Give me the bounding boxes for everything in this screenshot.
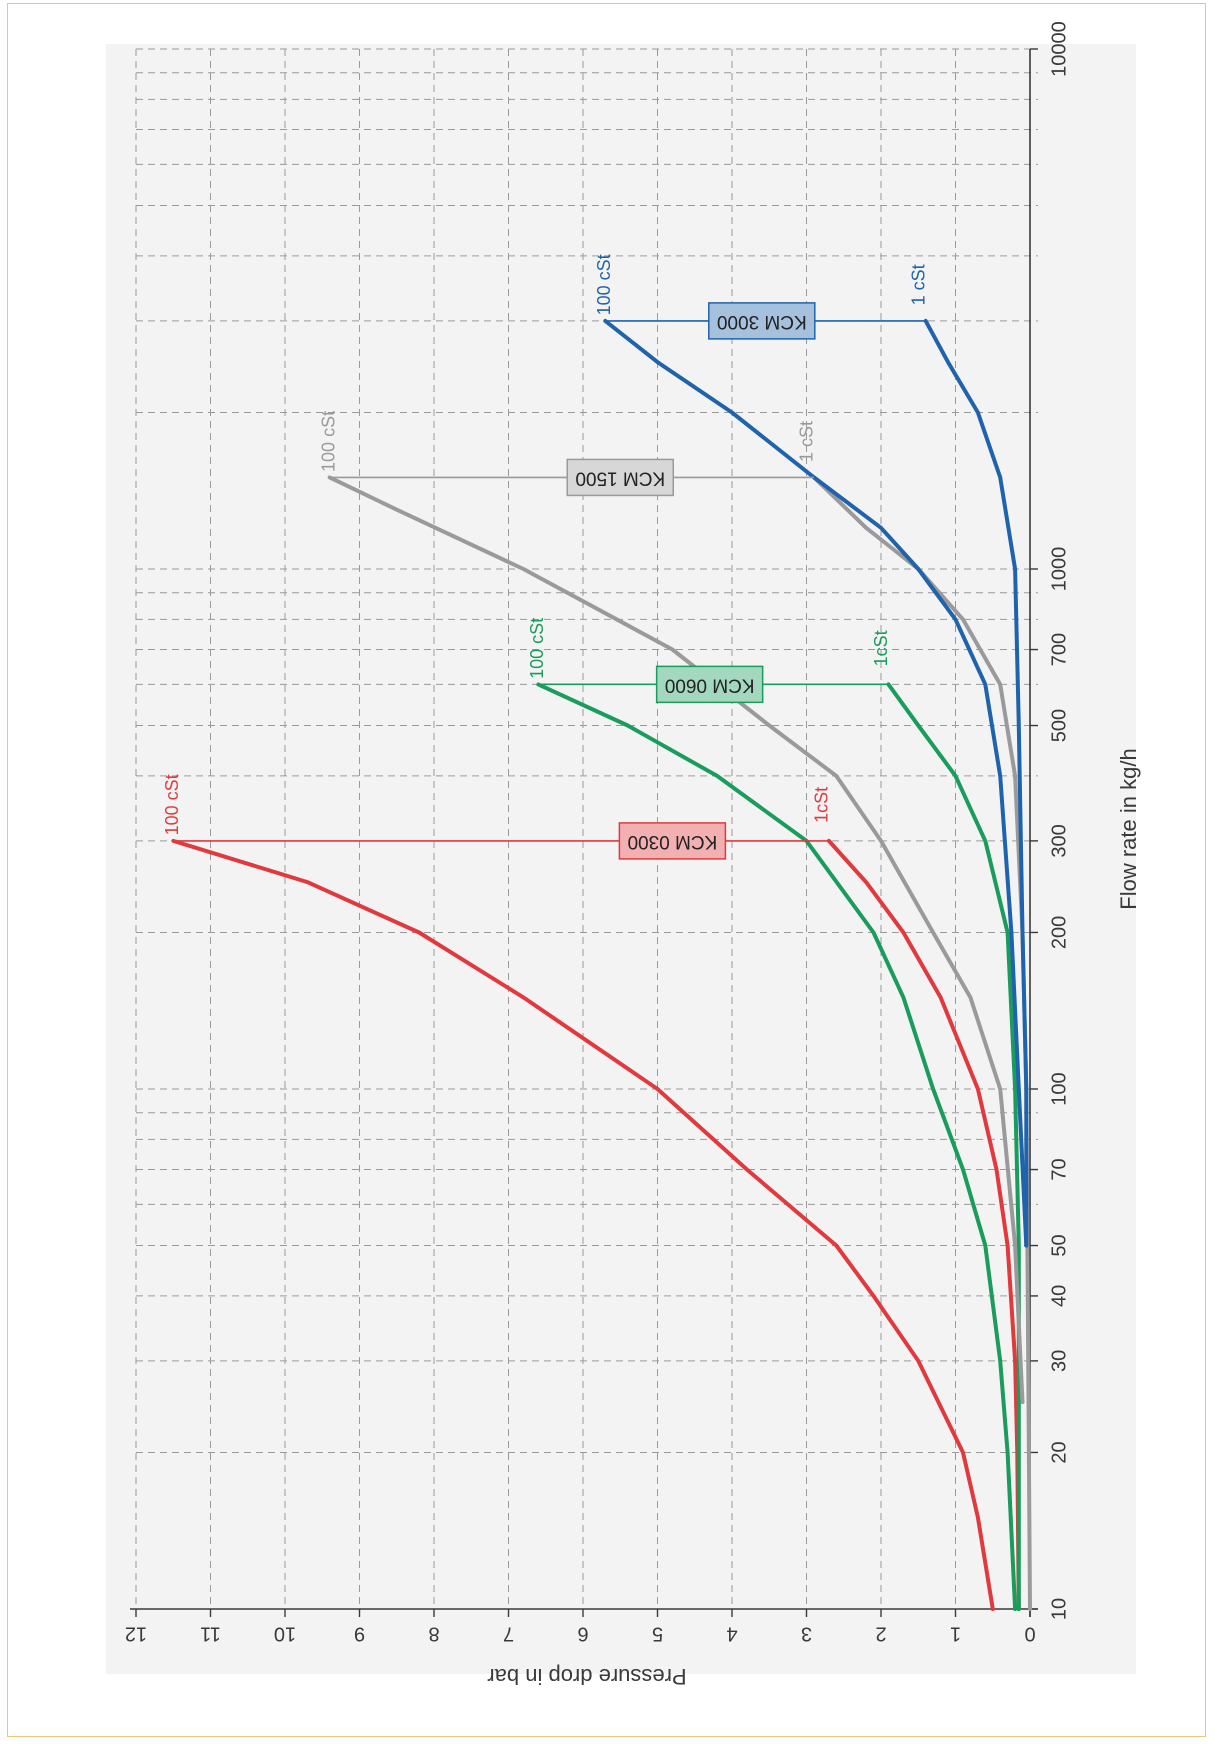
pressure-tick-label: 3 <box>801 1623 812 1645</box>
grid <box>135 48 1038 1609</box>
model-label: KCM 0300 <box>628 831 718 852</box>
flow-tick-label: 30 <box>1048 1350 1070 1372</box>
pressure-tick-label: 0 <box>1024 1623 1035 1645</box>
flow-tick-label: 10 <box>1048 1598 1070 1620</box>
series-line <box>886 682 1021 1611</box>
pressure-tick-label: 8 <box>428 1623 439 1645</box>
flow-tick-label: 40 <box>1048 1285 1070 1307</box>
series-end-label: 1 cSt <box>908 264 928 305</box>
series-end-label: 100 cSt <box>527 618 547 679</box>
flow-tick-label: 700 <box>1048 633 1070 666</box>
series-line <box>923 318 1029 1248</box>
flow-tick-label: 10000 <box>1048 21 1070 77</box>
model-label-box <box>655 665 764 704</box>
pressure-tick-label: 1 <box>950 1623 961 1645</box>
model-label-box <box>708 302 816 340</box>
model-label-box <box>618 822 727 860</box>
x-axis-title: Flow rate in kg/h <box>1116 748 1141 909</box>
pressure-tick-label: 12 <box>125 1623 147 1645</box>
axes: 0123456789101112102030405070100200300500… <box>125 21 1141 1689</box>
series-end-label: 1cSt <box>812 787 832 823</box>
flow-tick-label: 70 <box>1048 1158 1070 1180</box>
pressure-tick-label: 4 <box>726 1623 737 1645</box>
series-line <box>536 682 1018 1611</box>
series-end-label: 100 cSt <box>594 254 614 315</box>
series-line <box>603 318 1029 1248</box>
model-label: KCM 0600 <box>665 674 755 695</box>
y-axis-title: Pressure drop in bar <box>487 1664 686 1689</box>
pressure-tick-label: 5 <box>652 1623 663 1645</box>
flow-tick-label: 50 <box>1048 1234 1070 1256</box>
series-line <box>171 838 995 1611</box>
flow-tick-label: 200 <box>1048 916 1070 949</box>
flow-tick-label: 100 <box>1048 1072 1070 1105</box>
flow-tick-label: 300 <box>1048 824 1070 857</box>
series <box>171 318 1032 1611</box>
pressure-tick-label: 6 <box>577 1623 588 1645</box>
series-line <box>826 838 1021 1611</box>
pressure-tick-label: 9 <box>354 1623 365 1645</box>
flow-tick-label: 20 <box>1048 1441 1070 1463</box>
flow-tick-label: 500 <box>1048 709 1070 742</box>
chart-frame: 0 1 2 3 4 5 6 7 8 9 10 11 12 10 20 30 40 50 70 100 200 300 500… <box>7 3 1206 1737</box>
pressure-tick-label: 10 <box>274 1623 296 1645</box>
model-label-box <box>566 458 674 497</box>
series-end-label: 1 cSt <box>797 421 817 462</box>
model-label: KCM 1500 <box>575 467 665 488</box>
flow-tick-label: 1000 <box>1048 547 1070 592</box>
series-end-label: 100 cSt <box>318 411 338 472</box>
pressure-tick-label: 11 <box>200 1623 221 1645</box>
pressure-drop-chart: 0123456789101112102030405070100200300500… <box>106 21 1141 1689</box>
model-label: KCM 3000 <box>717 311 807 332</box>
pressure-tick-label: 7 <box>503 1623 514 1645</box>
annotations: 100 cSt 1cSt KCM 0300 100 cSt 1cSt KCM 0600 10… <box>162 254 928 860</box>
series-end-label: 100 cSt <box>162 774 182 835</box>
series-end-label: 1cSt <box>871 630 891 666</box>
pressure-tick-label: 2 <box>875 1623 886 1645</box>
series-line <box>327 475 1025 1405</box>
